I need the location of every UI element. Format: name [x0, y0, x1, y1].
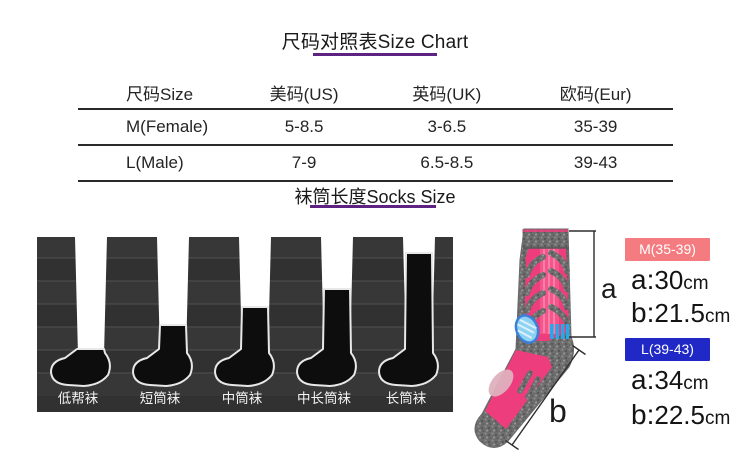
sock-ankle-bars [550, 324, 570, 339]
measure-unit: cm [683, 373, 709, 394]
sock-chevrons-right [548, 250, 571, 328]
leg-sock-5: 长筒袜 [378, 237, 439, 406]
measurement-m-a: a:30cm [631, 264, 709, 296]
measure-label: b: [631, 399, 655, 430]
pink-sock-image: a b [474, 228, 617, 451]
col-header-size: 尺码Size [78, 76, 233, 110]
measure-b-label: b [549, 393, 567, 429]
measure-label: a: [631, 364, 655, 395]
cell-size-m: M(Female) [78, 109, 233, 146]
measure-value: 21.5 [654, 298, 705, 328]
measure-a-label: a [601, 273, 617, 304]
sock-type-label: 中长筒袜 [297, 390, 351, 406]
measurement-lines [505, 230, 596, 451]
sock-type-label: 低帮袜 [58, 391, 99, 406]
measure-value: 22.5 [654, 400, 705, 430]
cell-eur-m: 35-39 [518, 109, 673, 146]
measure-unit: cm [704, 306, 731, 327]
title-underline [313, 53, 437, 56]
measure-label: a: [631, 264, 655, 295]
measurement-l-b: b:22.5cm [631, 399, 730, 431]
col-header-eur: 欧码(Eur) [518, 76, 673, 110]
leg-sock-3: 中筒袜 [214, 237, 275, 406]
size-badge: L(39-43) [625, 338, 710, 361]
measure-unit: cm [683, 273, 709, 294]
measure-label: b: [631, 297, 655, 328]
sock-chevrons-left [524, 254, 546, 332]
cell-us-m: 5-8.5 [232, 109, 376, 146]
leg-sock-1: 低帮袜 [50, 237, 111, 406]
leg-sock-4: 中长筒袜 [296, 237, 357, 406]
page-title: 尺码对照表Size Chart [281, 32, 469, 53]
sock-foot-slashes [517, 370, 549, 406]
measurement-m-b: b:21.5cm [631, 297, 730, 329]
size-chart-table: 尺码Size 美码(US) 英码(UK) 欧码(Eur) M(Female) 5… [78, 76, 673, 182]
socks-size-title: 袜筒长度Socks Size [294, 187, 456, 207]
table-header-row: 尺码Size 美码(US) 英码(UK) 欧码(Eur) [78, 76, 673, 110]
measure-unit: cm [704, 408, 731, 429]
table-row: M(Female) 5-8.5 3-6.5 35-39 [78, 109, 673, 146]
subtitle-underline [310, 205, 436, 208]
leg-sock-2: 短筒袜 [132, 237, 193, 406]
measure-value: 34 [654, 365, 684, 395]
table-row: L(Male) 7-9 6.5-8.5 39-43 [78, 145, 673, 182]
sock-cuff [522, 229, 569, 248]
cell-uk-l: 6.5-8.5 [375, 145, 519, 182]
col-header-uk: 英码(UK) [375, 76, 519, 110]
cell-uk-m: 3-6.5 [375, 109, 519, 146]
sock-length-diagram-image: 低帮袜 短筒袜 中筒袜 中长筒袜 长筒袜 [37, 235, 453, 419]
sock-length-diagram: 低帮袜 短筒袜 中筒袜 中长筒袜 长筒袜 [37, 235, 453, 419]
measure-value: 30 [654, 265, 684, 295]
sock-type-label: 长筒袜 [386, 390, 427, 406]
cell-eur-l: 39-43 [518, 145, 673, 182]
sock-ankle-oval [514, 314, 540, 344]
sock-type-label: 中筒袜 [222, 390, 263, 406]
cell-us-l: 7-9 [232, 145, 376, 182]
sock-type-label: 短筒袜 [140, 390, 181, 406]
sock-measure-figure: a b [470, 215, 630, 451]
col-header-us: 美码(US) [232, 76, 376, 110]
measurement-l-a: a:34cm [631, 364, 709, 396]
size-badge: M(35-39) [625, 238, 710, 261]
cell-size-l: L(Male) [78, 145, 233, 182]
